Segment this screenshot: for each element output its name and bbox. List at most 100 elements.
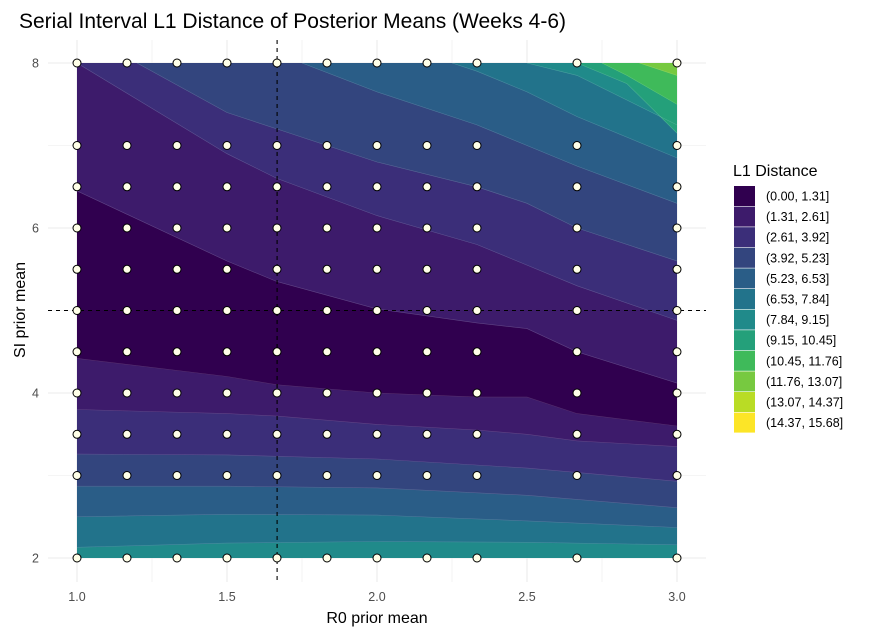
contour-band: [526, 63, 677, 134]
data-point: [322, 347, 332, 357]
data-point: [72, 58, 82, 68]
x-tick-label: 2.0: [368, 590, 385, 604]
data-point: [322, 223, 332, 233]
data-point: [222, 429, 232, 439]
data-point: [372, 429, 382, 439]
data-point: [422, 182, 432, 192]
data-point: [422, 223, 432, 233]
x-tick-label: 2.5: [518, 590, 535, 604]
contour-band: [639, 63, 677, 76]
legend-swatch: [734, 371, 755, 392]
data-point: [472, 553, 482, 563]
data-point: [222, 182, 232, 192]
data-point: [472, 306, 482, 315]
y-tick-label: 2: [32, 552, 39, 566]
data-point: [172, 141, 182, 150]
legend-label: (13.07, 14.37]: [766, 396, 843, 410]
data-point: [172, 223, 182, 233]
data-point: [72, 347, 82, 357]
data-point: [172, 388, 182, 398]
legend-swatch: [734, 247, 755, 268]
data-point: [72, 388, 82, 398]
data-point: [272, 223, 282, 233]
data-point: [372, 471, 382, 480]
legend-label: (0.00, 1.31]: [766, 190, 829, 204]
data-point: [322, 471, 332, 480]
data-point: [372, 347, 382, 357]
data-point: [672, 223, 682, 233]
data-point: [122, 471, 132, 480]
data-point: [322, 141, 332, 150]
contour-line: [77, 190, 677, 384]
contour-line: [77, 513, 677, 528]
data-point: [122, 182, 132, 192]
data-point: [322, 553, 332, 563]
legend-swatch: [734, 206, 755, 227]
data-point: [672, 182, 682, 192]
data-point: [572, 471, 582, 480]
data-point: [672, 347, 682, 357]
data-point: [122, 264, 132, 274]
data-point: [272, 306, 282, 315]
data-point: [572, 429, 582, 439]
data-point: [472, 388, 482, 398]
data-point: [672, 553, 682, 563]
contour-line: [301, 63, 677, 204]
data-point: [222, 306, 232, 315]
legend-swatch: [734, 309, 755, 330]
data-point: [422, 471, 432, 480]
data-point: [72, 429, 82, 439]
x-axis-title: R0 prior mean: [326, 610, 427, 627]
data-point: [222, 347, 232, 357]
contour-line: [136, 63, 677, 262]
data-point: [122, 429, 132, 439]
data-point: [272, 471, 282, 480]
data-point: [422, 388, 432, 398]
data-point: [122, 58, 132, 68]
data-point: [372, 223, 382, 233]
contour-line: [601, 63, 677, 105]
y-axis-title: SI prior mean: [12, 262, 29, 358]
data-point: [72, 223, 82, 233]
data-point: [572, 182, 582, 192]
data-point: [472, 347, 482, 357]
data-point: [172, 429, 182, 439]
legend-label: (9.15, 10.45]: [766, 334, 836, 348]
data-point: [422, 553, 432, 563]
data-point: [672, 429, 682, 439]
data-point: [572, 388, 582, 398]
contour-line: [77, 485, 677, 508]
data-point: [472, 264, 482, 274]
data-point: [672, 306, 682, 315]
data-point: [572, 306, 582, 315]
data-point: [122, 223, 132, 233]
x-tick-label: 1.0: [68, 590, 85, 604]
data-point: [322, 429, 332, 439]
data-point: [322, 182, 332, 192]
data-point: [572, 58, 582, 68]
data-point: [572, 264, 582, 274]
legend-label: (5.23, 6.53]: [766, 272, 829, 286]
sample-points: [72, 58, 682, 563]
data-point: [422, 306, 432, 315]
data-point: [372, 58, 382, 68]
data-point: [72, 141, 82, 150]
data-point: [422, 429, 432, 439]
x-axis-ticks: 1.0 1.5 2.0 2.5 3.0: [68, 590, 685, 604]
legend-swatch: [734, 289, 755, 309]
contour-bands: [77, 63, 677, 558]
chart-title: Serial Interval L1 Distance of Posterior…: [19, 10, 566, 33]
y-tick-label: 4: [32, 387, 39, 401]
data-point: [372, 182, 382, 192]
data-point: [422, 264, 432, 274]
legend-swatch: [734, 350, 755, 371]
legend-label: (1.31, 2.61]: [766, 210, 829, 224]
y-tick-label: 6: [32, 222, 39, 236]
legend-swatch: [734, 268, 755, 289]
legend-swatch: [734, 227, 755, 248]
data-point: [272, 429, 282, 439]
data-point: [122, 141, 132, 150]
data-point: [572, 223, 582, 233]
data-point: [672, 388, 682, 398]
data-point: [322, 306, 332, 315]
